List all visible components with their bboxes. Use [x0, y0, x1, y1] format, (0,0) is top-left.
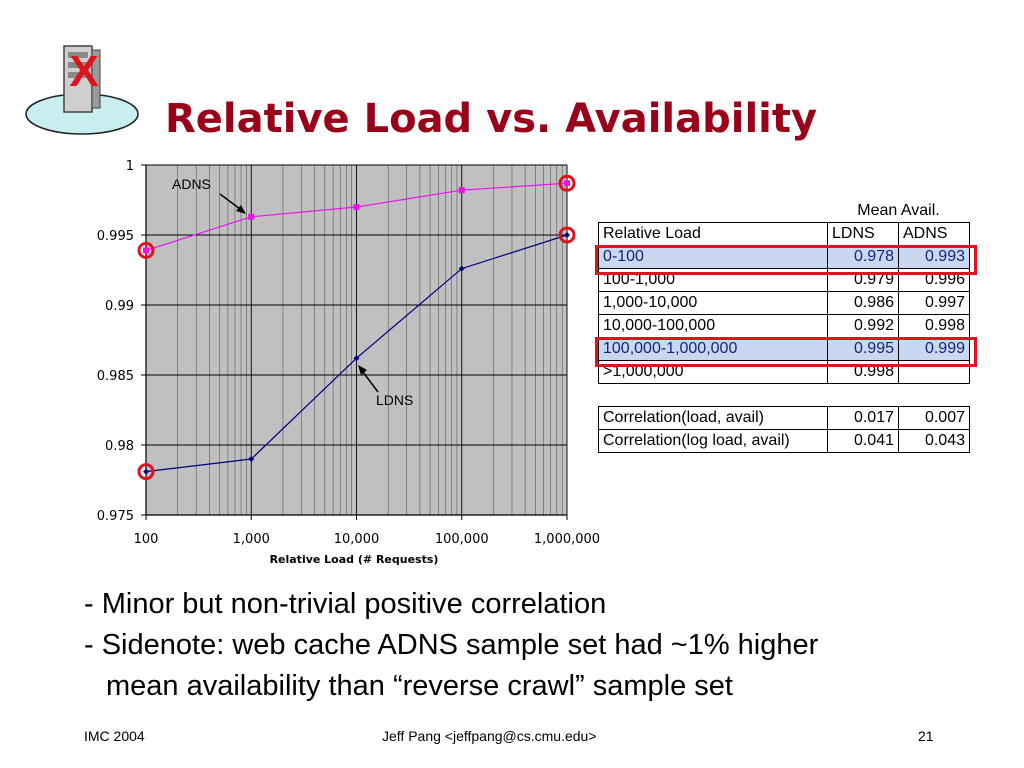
- correlation-adns: 0.043: [898, 429, 970, 453]
- highlight-ring: [558, 174, 576, 192]
- y-tick-label: 0.99: [105, 299, 134, 314]
- annotation-adns-arrowhead: [236, 205, 246, 214]
- server-with-red-x-icon: X: [24, 40, 142, 140]
- row-adns: 0.993: [898, 245, 970, 269]
- annotation-ldns-arrowhead: [358, 365, 367, 375]
- y-tick-label: 0.985: [97, 369, 134, 384]
- row-ldns: 0.978: [827, 245, 899, 269]
- x-tick-label: 100: [134, 532, 159, 547]
- table-row: 10,000-100,000 0.992 0.998: [598, 314, 970, 338]
- data-point-ldns: [458, 265, 465, 272]
- row-ldns: 0.986: [827, 291, 899, 315]
- correlation-label: Correlation(load, avail): [598, 406, 828, 430]
- data-point-adns: [458, 187, 465, 194]
- table-row: 0-100 0.978 0.993: [598, 245, 970, 269]
- annotation-ldns: LDNS: [376, 392, 413, 408]
- data-point-adns: [353, 204, 360, 210]
- header-ldns: LDNS: [827, 222, 899, 246]
- data-point-ldns: [248, 456, 255, 462]
- x-tick-label: 10,000: [334, 532, 380, 547]
- highlight-ring: [558, 226, 576, 244]
- highlight-box-row-4: [595, 337, 977, 367]
- table-super-header: Mean Avail.: [857, 202, 940, 219]
- row-adns: 0.997: [898, 291, 970, 315]
- row-range: 1,000-10,000: [598, 291, 828, 315]
- logo-x-mark: X: [69, 47, 98, 96]
- x-axis-ticks: 100 1,000 10,000 100,000 1,000,000: [134, 165, 600, 547]
- y-tick-label: 0.995: [97, 229, 134, 244]
- y-axis-ticks: 0.975 0.98 0.985 0.99 0.995 1: [97, 159, 146, 524]
- bullet-item: - Minor but non-trivial positive correla…: [84, 588, 607, 620]
- row-adns: 0.999: [898, 337, 970, 361]
- data-point-adns: [248, 213, 255, 220]
- footer-center: Jeff Pang <jeffpang@cs.cmu.edu>: [382, 728, 597, 744]
- row-adns: 0.998: [898, 314, 970, 338]
- series-group: [143, 180, 570, 475]
- row-range: 10,000-100,000: [598, 314, 828, 338]
- correlation-row: Correlation(log load, avail) 0.041 0.043: [598, 429, 970, 453]
- header-relative-load: Relative Load: [598, 222, 828, 246]
- table-header-row: Relative Load LDNS ADNS: [598, 222, 970, 246]
- y-tick-label: 0.975: [97, 509, 134, 524]
- footer-left: IMC 2004: [84, 728, 145, 744]
- correlation-ldns: 0.017: [827, 406, 899, 430]
- data-point-adns: [143, 247, 149, 254]
- table-row: 100,000-1,000,000 0.995 0.999: [598, 337, 970, 361]
- data-point-adns: [564, 180, 570, 187]
- data-point-ldns: [353, 355, 360, 362]
- highlight-ring: [137, 463, 155, 481]
- correlation-adns: 0.007: [898, 406, 970, 430]
- y-tick-label: 0.98: [105, 439, 134, 454]
- annotation-adns: ADNS: [172, 176, 211, 192]
- data-point-ldns: [564, 232, 570, 238]
- footer-page-number: 21: [918, 728, 934, 744]
- x-tick-label: 100,000: [435, 532, 489, 547]
- table-row: 1,000-10,000 0.986 0.997: [598, 291, 970, 315]
- bullet-list: - Minor but non-trivial positive correla…: [84, 584, 818, 707]
- data-point-ldns: [143, 468, 149, 475]
- row-range: 0-100: [598, 245, 828, 269]
- slide-title: Relative Load vs. Availability: [165, 96, 818, 142]
- correlation-ldns: 0.041: [827, 429, 899, 453]
- header-adns: ADNS: [898, 222, 970, 246]
- highlight-ring: [137, 241, 155, 259]
- correlation-row: Correlation(load, avail) 0.017 0.007: [598, 406, 970, 430]
- x-axis-label: Relative Load (# Requests): [270, 553, 439, 566]
- highlight-box-row-0: [595, 245, 977, 275]
- row-range: 100,000-1,000,000: [598, 337, 828, 361]
- y-tick-label: 1: [126, 159, 134, 174]
- x-tick-label: 1,000: [233, 532, 270, 547]
- row-ldns: 0.992: [827, 314, 899, 338]
- bullet-item: - Sidenote: web cache ADNS sample set ha…: [84, 629, 819, 661]
- availability-table: Mean Avail. Relative Load LDNS ADNS 0-10…: [598, 200, 970, 453]
- bullet-item-continuation: mean availability than “reverse crawl” s…: [106, 670, 733, 702]
- correlation-label: Correlation(log load, avail): [598, 429, 828, 453]
- x-tick-label: 1,000,000: [534, 532, 600, 547]
- highlight-rings: [137, 174, 576, 481]
